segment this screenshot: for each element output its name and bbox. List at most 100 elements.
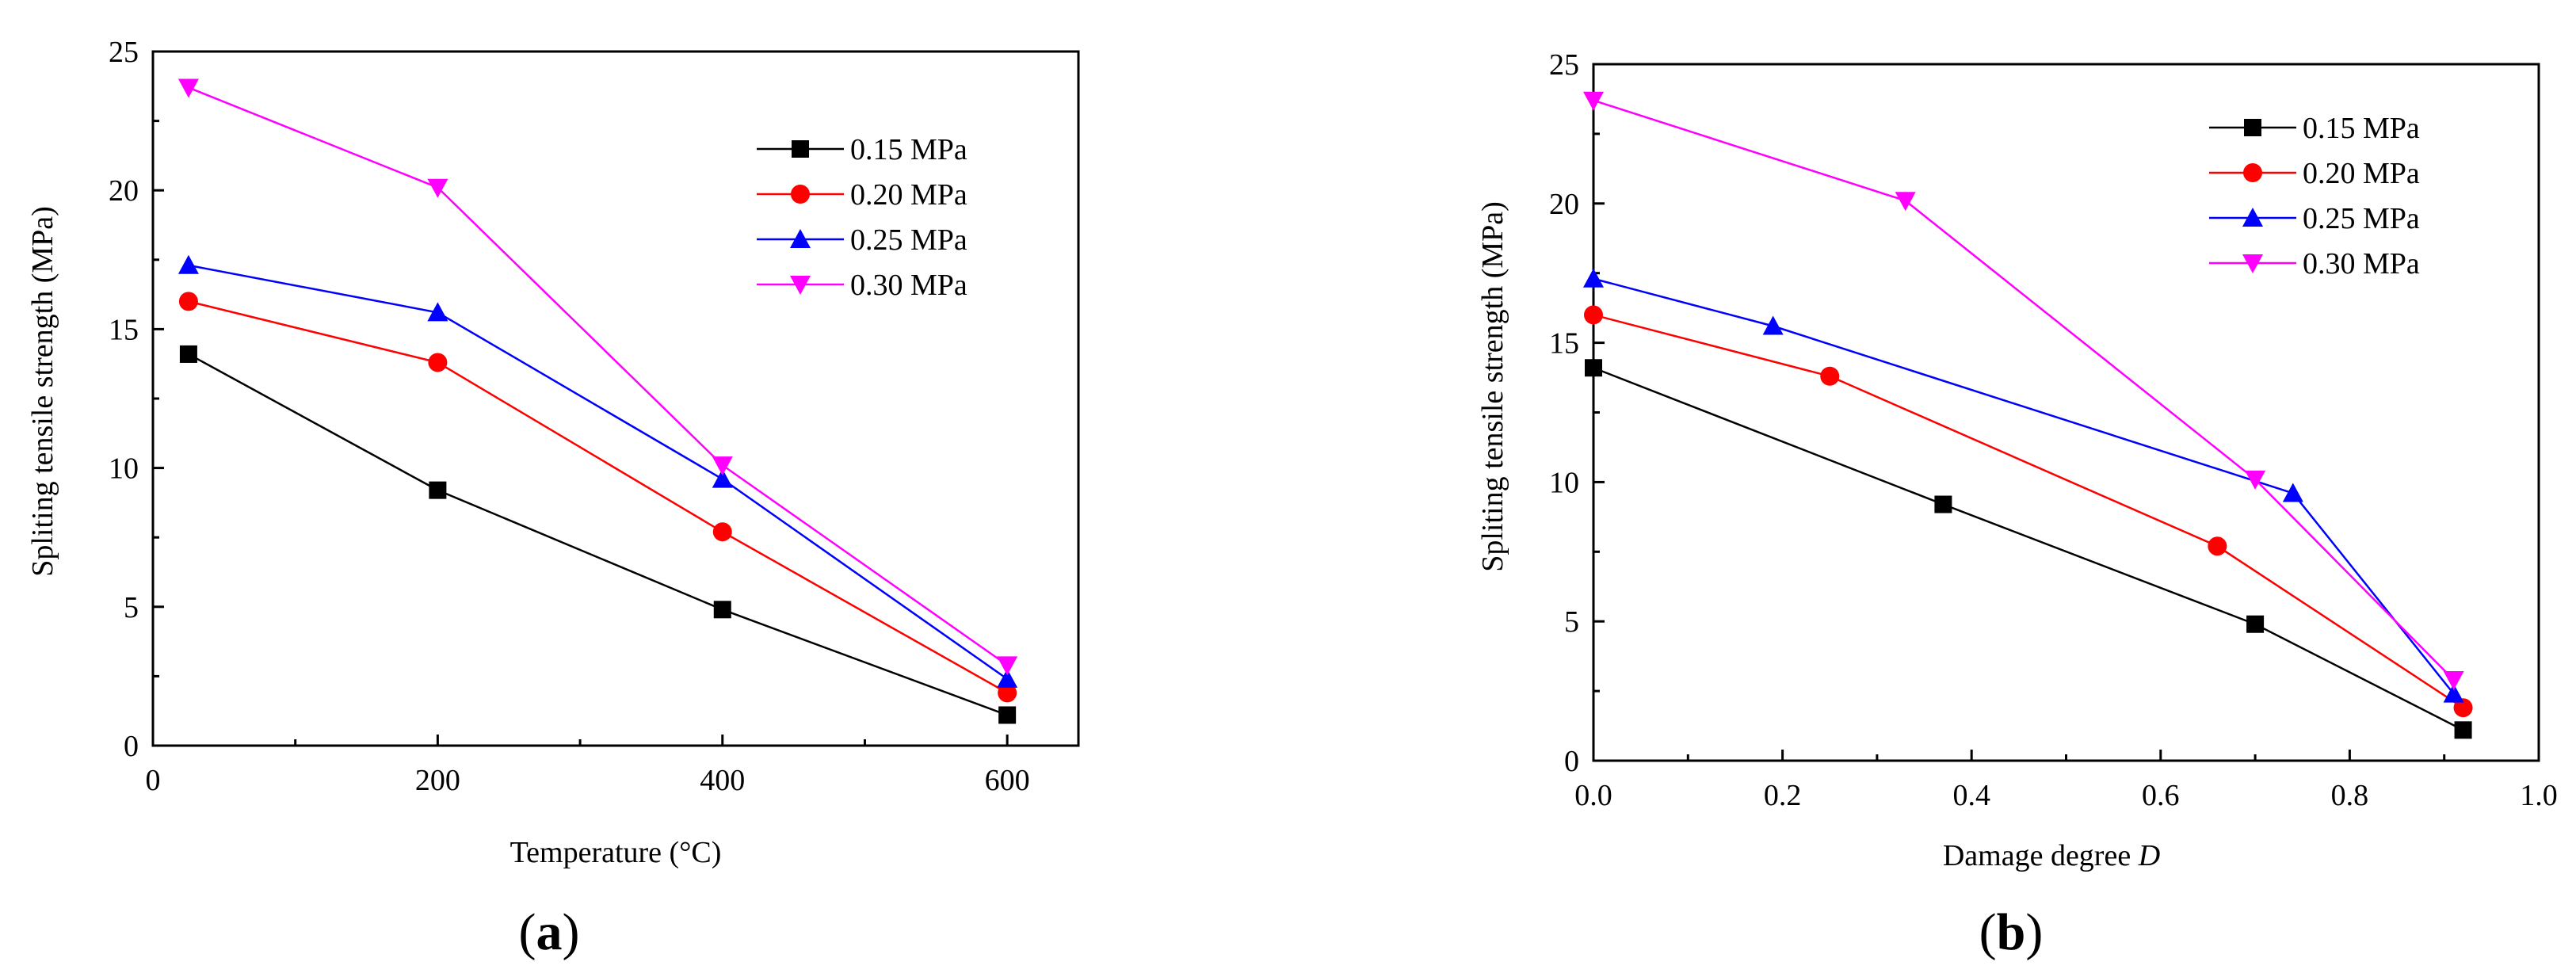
chart-panel-b: Spliting tensile strength (MPa) 0 5 10 15 20… xyxy=(1476,48,2558,961)
x-tick-label: 600 xyxy=(985,764,1030,797)
x-axis-label: Damage degree D xyxy=(1943,839,2160,872)
data-point xyxy=(1583,268,1604,288)
series-030 xyxy=(177,78,1018,676)
y-tick-label: 0 xyxy=(124,730,139,763)
data-point xyxy=(1895,192,1916,212)
y-tick-label: 5 xyxy=(1564,605,1579,639)
x-tick-label: 0 xyxy=(146,764,161,797)
x-tick-label: 0.2 xyxy=(1764,779,1802,812)
legend-marker xyxy=(2244,119,2261,136)
data-point xyxy=(712,522,732,542)
legend-label: 0.15 MPa xyxy=(850,133,967,166)
panel-letter: b xyxy=(1997,903,2026,961)
series-group xyxy=(177,78,1018,724)
data-point xyxy=(1820,366,1840,386)
y-tick-labels: 0 5 10 15 20 25 xyxy=(109,36,164,763)
x-tick-label: 0.6 xyxy=(2142,779,2180,812)
data-point xyxy=(2282,483,2303,502)
x-axis-label-variable: D xyxy=(2138,839,2160,872)
series-line xyxy=(1593,277,2455,695)
legend-label: 0.20 MPa xyxy=(2303,157,2420,190)
data-point xyxy=(428,353,448,372)
x-tick-label: 1.0 xyxy=(2520,779,2558,812)
data-point xyxy=(998,706,1017,724)
series-020 xyxy=(1584,305,2473,718)
data-point xyxy=(712,456,733,476)
legend-marker xyxy=(791,185,810,204)
legend-label: 0.30 MPa xyxy=(2303,247,2420,281)
data-point xyxy=(1585,359,1602,377)
y-tick-label: 0 xyxy=(1564,745,1579,778)
legend-item: 0.25 MPa xyxy=(2209,202,2420,235)
y-tick-label: 25 xyxy=(109,36,139,69)
data-point xyxy=(178,292,198,311)
data-point xyxy=(998,683,1017,703)
chart-panel-a: Spliting tensile strength (MPa) 0 5 10 15 20… xyxy=(26,36,1080,961)
series-line xyxy=(188,300,1008,694)
series-025 xyxy=(177,254,1018,688)
series-line xyxy=(188,86,1008,666)
data-point xyxy=(997,668,1018,688)
x-tick-labels: 0 200 400 600 xyxy=(146,735,1030,797)
legend-label: 0.25 MPa xyxy=(850,223,967,257)
data-point xyxy=(997,656,1018,676)
y-tick-labels: 0 5 10 15 20 25 xyxy=(1549,48,1605,778)
data-point xyxy=(1934,495,1952,513)
legend-item: 0.30 MPa xyxy=(2209,247,2420,281)
x-tick-label: 0.8 xyxy=(2331,779,2369,812)
series-015 xyxy=(1585,359,2472,739)
legend-item: 0.15 MPa xyxy=(2209,112,2420,145)
legend-item: 0.25 MPa xyxy=(757,223,967,257)
legend-item: 0.20 MPa xyxy=(2209,157,2420,190)
x-tick-labels: 0.0 0.2 0.4 0.6 0.8 1.0 xyxy=(1574,750,2558,812)
legend-item: 0.15 MPa xyxy=(757,133,967,166)
x-axis-label-text: Damage degree xyxy=(1943,839,2139,872)
data-point xyxy=(2443,671,2464,691)
data-point xyxy=(2454,721,2472,739)
y-tick-label: 20 xyxy=(1549,188,1579,221)
data-point xyxy=(179,345,197,363)
legend-label: 0.15 MPa xyxy=(2303,112,2420,145)
x-tick-label: 0.0 xyxy=(1574,779,1612,812)
panel-label: (a) xyxy=(519,903,580,961)
panel-letter: a xyxy=(536,903,563,961)
data-point xyxy=(2246,615,2265,633)
panel-label: (b) xyxy=(1979,903,2044,961)
series-line xyxy=(1593,99,2455,681)
series-025 xyxy=(1583,268,2464,703)
legend-marker xyxy=(792,140,809,158)
series-line xyxy=(188,353,1008,716)
data-point xyxy=(1583,91,1604,111)
series-line xyxy=(188,264,1008,680)
series-030 xyxy=(1583,91,2464,691)
legend: 0.15 MPa 0.20 MPa 0.25 MPa 0.30 MPa xyxy=(757,133,967,302)
data-point xyxy=(713,601,731,619)
data-point xyxy=(1584,305,1603,325)
series-group xyxy=(1583,91,2473,739)
data-point xyxy=(1762,315,1784,335)
legend: 0.15 MPa 0.20 MPa 0.25 MPa 0.30 MPa xyxy=(2209,112,2420,281)
data-point xyxy=(427,178,448,198)
y-tick-label: 15 xyxy=(1549,327,1579,361)
y-axis-label: Spliting tensile strength (MPa) xyxy=(26,206,59,577)
series-015 xyxy=(179,345,1017,724)
legend-label: 0.30 MPa xyxy=(850,269,967,302)
x-axis-label: Temperature (°C) xyxy=(510,836,722,869)
data-point xyxy=(712,468,733,488)
series-020 xyxy=(178,292,1017,703)
legend-marker xyxy=(2243,163,2262,182)
legend-marker xyxy=(790,229,811,248)
y-tick-label: 10 xyxy=(1549,466,1579,499)
legend-item: 0.20 MPa xyxy=(757,178,967,212)
data-point xyxy=(2208,536,2227,556)
data-point xyxy=(427,302,448,322)
series-line xyxy=(1593,314,2464,709)
x-tick-label: 200 xyxy=(415,764,460,797)
legend-marker xyxy=(2242,208,2263,227)
plot-frame xyxy=(1592,63,2540,762)
data-point xyxy=(429,481,447,499)
y-tick-label: 15 xyxy=(109,313,139,346)
legend-marker xyxy=(790,276,811,295)
x-tick-label: 400 xyxy=(700,764,745,797)
